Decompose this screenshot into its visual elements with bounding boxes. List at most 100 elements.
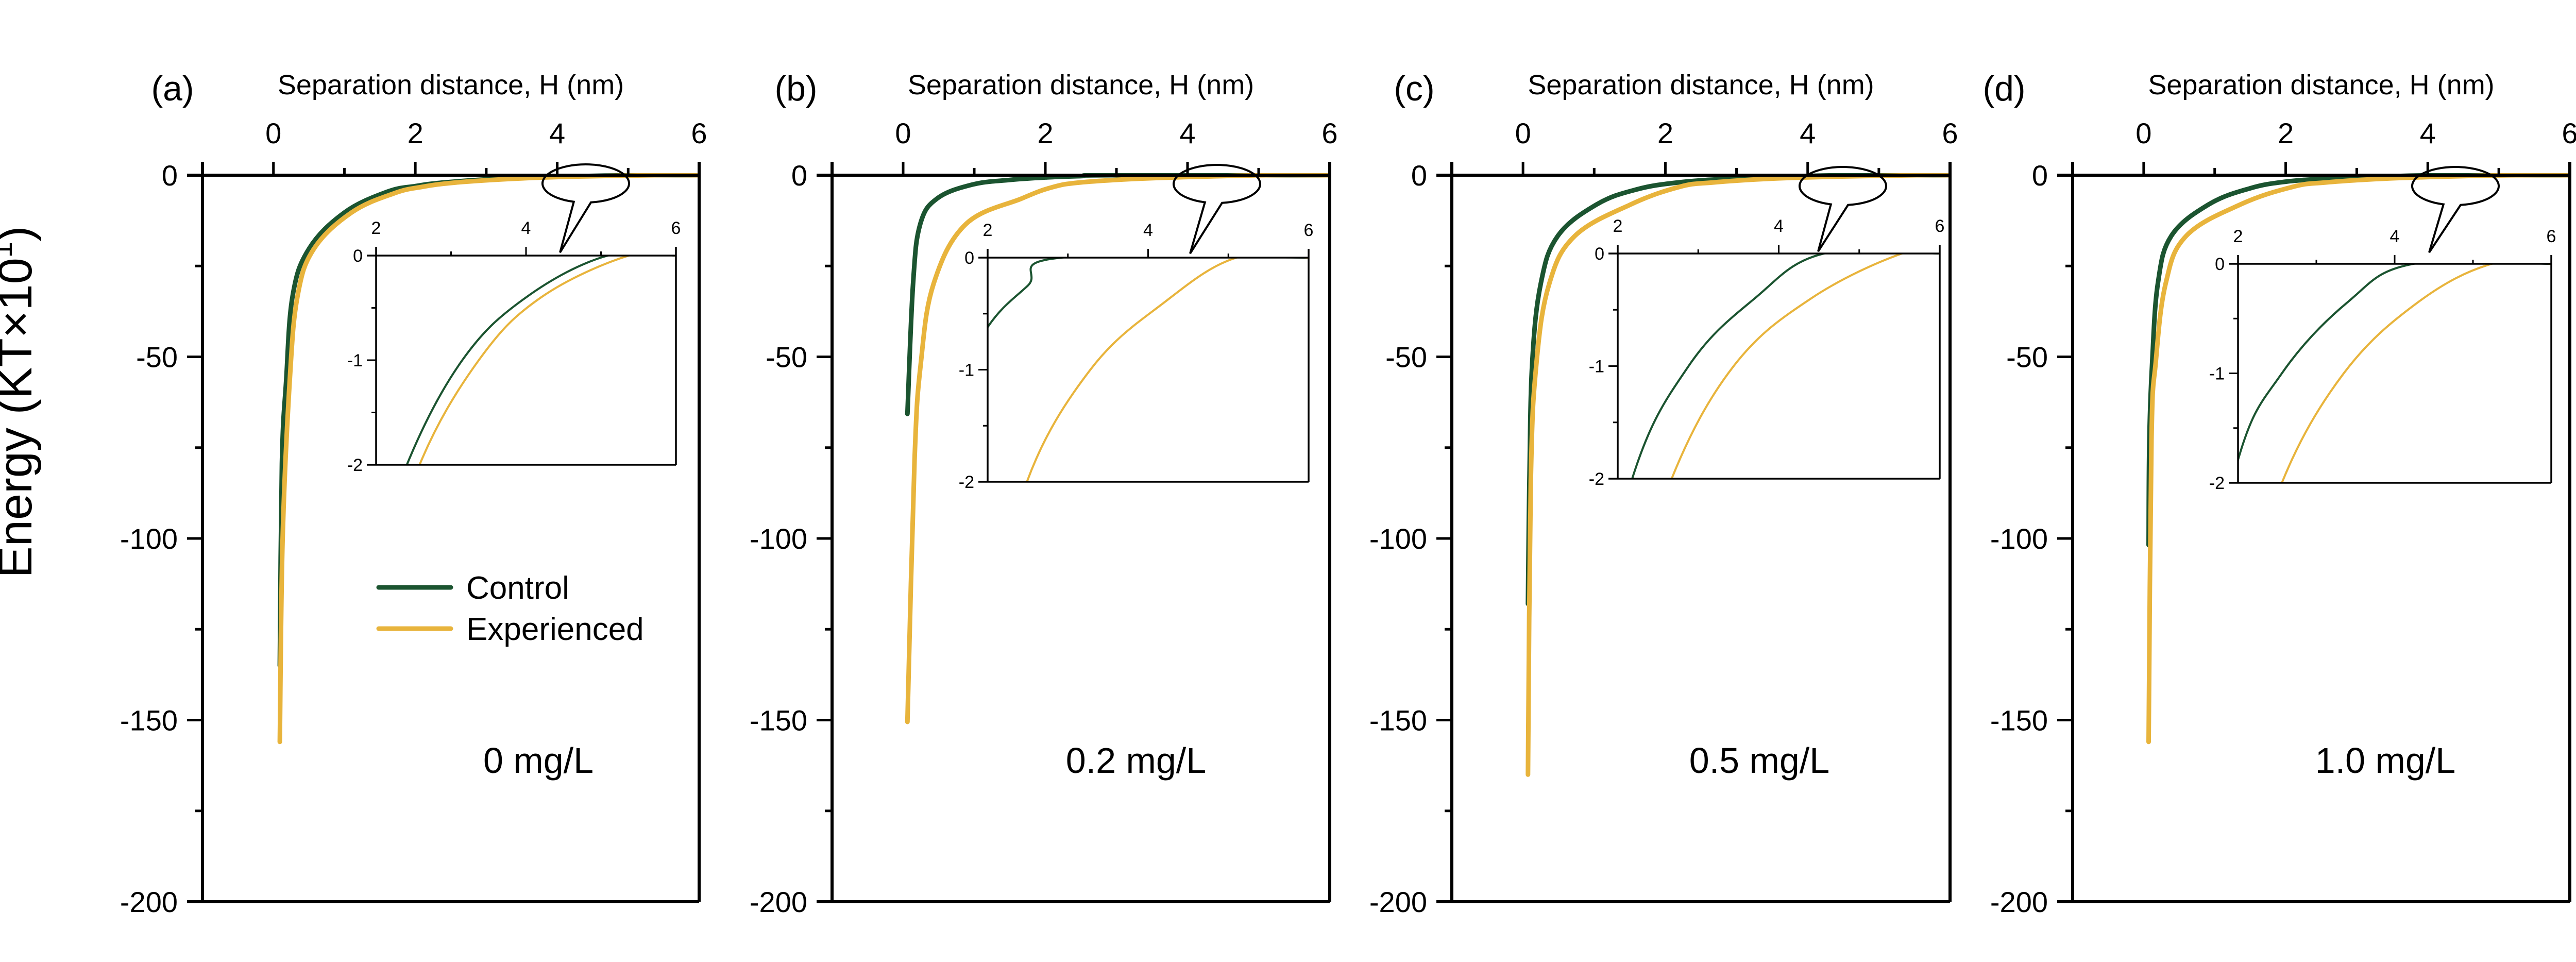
x-tick-label: 4: [2420, 117, 2436, 149]
x-tick-label: 6: [1942, 117, 1958, 149]
panel-d: (d) Separation distance, H (nm)0 2 4 60-50-1…: [1982, 69, 2576, 918]
x-tick-label: 6: [1321, 117, 1337, 149]
inset-y-tick-label: -1: [2209, 364, 2225, 384]
inset-x-tick-label: 2: [1613, 216, 1623, 236]
inset-x-tick-label: 4: [1143, 221, 1153, 240]
inset-x-tick-label: 2: [371, 218, 381, 238]
x-tick-label: 0: [895, 117, 911, 149]
y-tick-label: -50: [2006, 341, 2048, 374]
zoom-callout: [541, 163, 630, 254]
panel-a: (a) Separation distance, H (nm)0 2 4 60-50-1…: [120, 69, 707, 918]
y-tick-label: -200: [1369, 886, 1427, 918]
inset-x-tick-label: 6: [2547, 227, 2556, 246]
concentration-label: 1.0 mg/L: [2315, 740, 2455, 781]
concentration-label: 0 mg/L: [483, 740, 594, 781]
inset-background: [2238, 264, 2551, 483]
y-tick-label: -50: [766, 341, 807, 374]
inset-series-line-control: [2238, 264, 2551, 464]
inset-plot: 2 4 6 0 -1 -2: [347, 218, 681, 475]
inset-series-line-control: [1631, 254, 1940, 479]
inset-y-tick-label: -1: [1589, 357, 1604, 377]
inset-series-group: [2238, 264, 2551, 483]
y-tick-label: 0: [791, 159, 807, 192]
x-tick-label: 6: [2562, 117, 2576, 149]
inset-plot: 2 4 6 0 -1 -2: [959, 221, 1314, 492]
y-tick-label: 0: [2032, 159, 2048, 192]
x-tick-label: 0: [1515, 117, 1531, 149]
x-tick-label: 4: [1800, 117, 1816, 149]
inset-y-tick-label: -1: [959, 361, 974, 380]
y-tick-label: -100: [120, 522, 178, 555]
legend-label-experienced: Experienced: [466, 612, 644, 647]
x-tick-label: 4: [1179, 117, 1195, 149]
y-tick-label: -200: [1990, 886, 2048, 918]
x-tick-label: 2: [2278, 117, 2294, 149]
inset-x-tick-label: 2: [983, 221, 993, 240]
inset-background: [988, 258, 1309, 482]
y-tick-label: -100: [750, 522, 807, 555]
inset-y-tick-label: 0: [353, 246, 363, 266]
inset-x-tick-label: 6: [671, 218, 681, 238]
panel-b: (b) Separation distance, H (nm)0 2 4 60-50-1…: [750, 69, 1338, 918]
y-tick-label: -100: [1990, 522, 2048, 555]
x-axis-title: Separation distance, H (nm): [278, 70, 624, 100]
x-tick-label: 2: [408, 117, 423, 149]
inset-y-tick-label: -2: [347, 455, 363, 475]
y-tick-label: -200: [120, 886, 178, 918]
inset-series-line-control: [988, 258, 1309, 329]
concentration-label: 0.2 mg/L: [1066, 740, 1206, 781]
inset-y-tick-label: 0: [2215, 255, 2225, 274]
y-tick-label: 0: [162, 159, 178, 192]
inset-x-tick-label: 4: [2390, 227, 2400, 246]
inset-x-tick-label: 6: [1304, 221, 1314, 240]
inset-x-tick-label: 4: [521, 218, 531, 238]
x-tick-label: 6: [691, 117, 707, 149]
y-tick-label: -200: [750, 886, 807, 918]
panel-label: (b): [774, 69, 817, 108]
x-axis-title: Separation distance, H (nm): [2148, 70, 2494, 100]
panel-label: (a): [151, 69, 194, 108]
x-tick-label: 2: [1037, 117, 1053, 149]
x-axis-title: Separation distance, H (nm): [908, 70, 1254, 100]
inset-y-tick-label: -2: [959, 472, 974, 492]
inset-series-line-experienced: [418, 256, 676, 465]
inset-x-tick-label: 2: [2233, 227, 2243, 246]
zoom-callout: [2411, 166, 2500, 254]
inset-series-line-experienced: [2280, 264, 2551, 483]
legend-label-control: Control: [466, 570, 569, 606]
inset-series-line-experienced: [1026, 258, 1309, 482]
inset-y-tick-label: 0: [964, 248, 974, 268]
x-axis-title: Separation distance, H (nm): [1528, 70, 1874, 100]
y-tick-label: -50: [136, 341, 178, 374]
inset-background: [1618, 254, 1940, 479]
inset-plot: 2 4 6 0 -1 -2: [1589, 216, 1945, 489]
inset-background: [376, 256, 676, 465]
y-tick-label: 0: [1411, 159, 1427, 192]
y-tick-label: -100: [1369, 522, 1427, 555]
inset-x-tick-label: 4: [1774, 216, 1784, 236]
y-tick-label: -150: [1990, 704, 2048, 737]
inset-y-tick-label: -1: [347, 351, 363, 370]
inset-series-group: [1631, 254, 1940, 479]
panel-label: (c): [1394, 69, 1434, 108]
inset-series-line-experienced: [1670, 254, 1940, 479]
legend: Control Experienced: [376, 570, 644, 647]
concentration-label: 0.5 mg/L: [1689, 740, 1829, 781]
y-tick-label: -150: [750, 704, 807, 737]
zoom-callout: [1173, 164, 1261, 255]
inset-y-tick-label: -2: [1589, 469, 1604, 489]
inset-series-line-control: [405, 256, 676, 465]
x-tick-label: 2: [1657, 117, 1673, 149]
inset-y-tick-label: 0: [1595, 244, 1604, 264]
y-tick-label: -150: [1369, 704, 1427, 737]
y-tick-label: -50: [1385, 341, 1427, 374]
x-tick-label: 0: [2136, 117, 2151, 149]
panel-c: (c) Separation distance, H (nm)0 2 4 60-50-1…: [1369, 69, 1958, 918]
inset-y-tick-label: -2: [2209, 474, 2225, 493]
inset-series-group: [988, 258, 1309, 482]
inset-plot: 2 4 6 0 -1 -2: [2209, 227, 2556, 493]
panel-label: (d): [1982, 69, 2025, 108]
inset-series-group: [405, 256, 676, 465]
y-tick-label: -150: [120, 704, 178, 737]
